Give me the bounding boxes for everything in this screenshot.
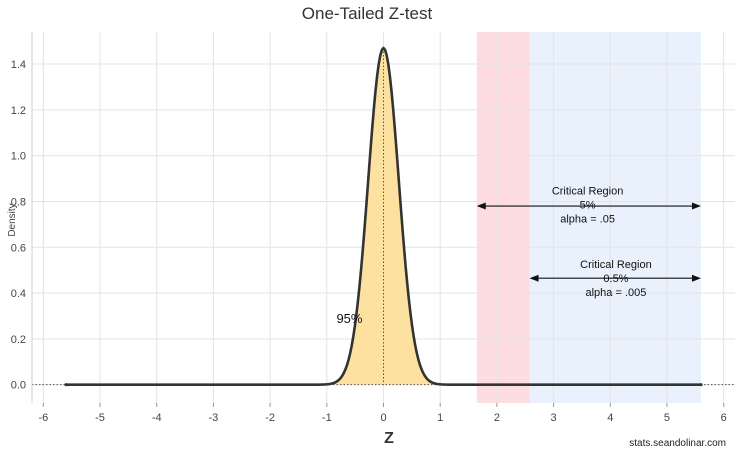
x-tick-label-1: -5 bbox=[95, 412, 105, 424]
critical-arrow-head-left-1 bbox=[529, 274, 539, 282]
region-fill-0 bbox=[66, 48, 477, 385]
critical-region-bands bbox=[476, 32, 701, 403]
critical-band-1 bbox=[476, 32, 530, 403]
curve-endpoint-1 bbox=[699, 383, 703, 387]
x-tick-label-2: -4 bbox=[152, 412, 162, 424]
x-axis-label: Z bbox=[384, 430, 394, 447]
x-tick-label-0: -6 bbox=[38, 412, 48, 424]
y-tick-label-1: 0.2 bbox=[11, 334, 26, 346]
critical-annotation-1-line-2: alpha = .005 bbox=[586, 287, 647, 299]
tick-labels: -6 -5 -4 -3 -2 -1 0 1 2 3 4 5 6 0.0 0.2 0.4 0.6 0.8 1.0 1.2… bbox=[11, 59, 727, 424]
critical-annotation-1-line-0: Critical Region bbox=[580, 259, 652, 271]
x-tick-label-9: 3 bbox=[551, 412, 557, 424]
y-tick-label-4: 0.8 bbox=[11, 196, 26, 208]
x-tick-label-6: 0 bbox=[380, 412, 386, 424]
x-tick-label-3: -3 bbox=[209, 412, 219, 424]
density-curve-line bbox=[66, 46, 701, 386]
critical-annotation-1-line-1: 0.5% bbox=[603, 273, 628, 285]
critical-annotation-0-line-2: alpha = .05 bbox=[560, 214, 615, 226]
credit-text: stats.seandolinar.com bbox=[629, 438, 726, 449]
x-tick-label-5: -1 bbox=[322, 412, 332, 424]
x-tick-label-12: 6 bbox=[721, 412, 727, 424]
x-tick-label-8: 2 bbox=[494, 412, 500, 424]
x-tick-label-7: 1 bbox=[437, 412, 443, 424]
curve-endpoint-0 bbox=[64, 383, 68, 387]
critical-band-2 bbox=[529, 32, 701, 403]
critical-arrow-head-left-0 bbox=[476, 202, 486, 210]
y-tick-label-6: 1.2 bbox=[11, 105, 26, 117]
x-tick-label-10: 4 bbox=[607, 412, 613, 424]
critical-annotation-0-line-0: Critical Region bbox=[552, 186, 624, 198]
y-tick-label-7: 1.4 bbox=[11, 59, 26, 71]
x-tick-label-4: -2 bbox=[265, 412, 275, 424]
x-tick-label-11: 5 bbox=[664, 412, 670, 424]
critical-arrow-head-right-0 bbox=[691, 202, 701, 210]
region-label-0: 95% bbox=[336, 311, 362, 326]
critical-arrow-head-right-1 bbox=[691, 274, 701, 282]
y-tick-label-5: 1.0 bbox=[11, 151, 26, 163]
y-tick-label-3: 0.6 bbox=[11, 242, 26, 254]
y-axis-label: Density bbox=[7, 203, 18, 236]
density-curve bbox=[64, 46, 703, 387]
y-tick-label-2: 0.4 bbox=[11, 288, 26, 300]
y-tick-label-0: 0.0 bbox=[11, 380, 26, 392]
chart-title: One-Tailed Z-test bbox=[302, 4, 433, 23]
